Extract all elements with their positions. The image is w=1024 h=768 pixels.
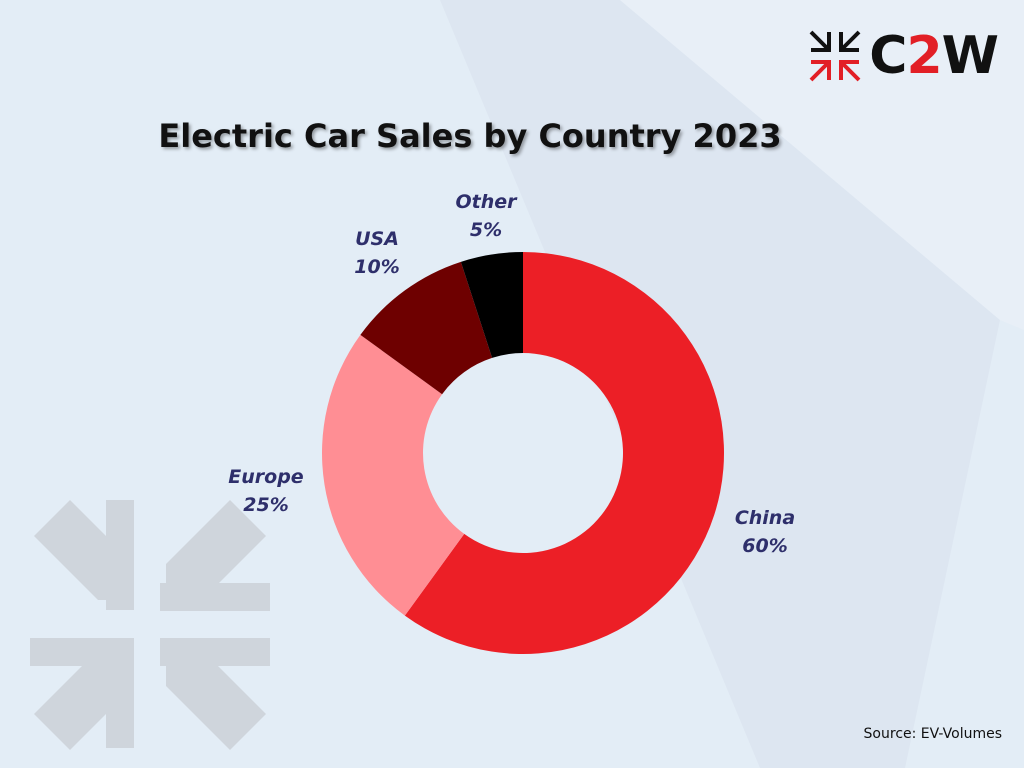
slice-label-usa: USA 10% bbox=[333, 225, 421, 281]
chart-title: Electric Car Sales by Country 2023 bbox=[158, 117, 782, 155]
brand-logo: C2W bbox=[809, 30, 999, 82]
donut-slice-usa bbox=[360, 261, 493, 395]
source-note: Source: EV-Volumes bbox=[863, 726, 1002, 742]
slice-label-usa-value: 10% bbox=[354, 256, 400, 278]
watermark-arrows-icon bbox=[30, 500, 270, 750]
brand-letter-w: W bbox=[941, 26, 999, 86]
slice-label-other-value: 5% bbox=[469, 219, 503, 241]
slice-label-other: Other 5% bbox=[440, 188, 532, 244]
slice-label-europe: Europe 25% bbox=[210, 463, 322, 519]
slice-label-china-value: 60% bbox=[742, 535, 788, 557]
slice-label-china-name: China bbox=[734, 507, 796, 529]
slice-label-usa-name: USA bbox=[355, 228, 399, 250]
brand-letter-2: 2 bbox=[906, 26, 942, 86]
donut-slice-europe bbox=[321, 334, 465, 616]
slice-label-china: China 60% bbox=[718, 504, 812, 560]
arrows-cross-icon bbox=[809, 30, 861, 82]
slice-label-other-name: Other bbox=[455, 191, 517, 213]
donut-slice-other bbox=[460, 252, 523, 358]
donut-slice-china bbox=[404, 252, 724, 654]
brand-letter-c: C bbox=[869, 26, 907, 86]
slice-label-europe-name: Europe bbox=[228, 466, 304, 488]
brand-name: C2W bbox=[869, 30, 999, 82]
slice-label-europe-value: 25% bbox=[243, 494, 289, 516]
